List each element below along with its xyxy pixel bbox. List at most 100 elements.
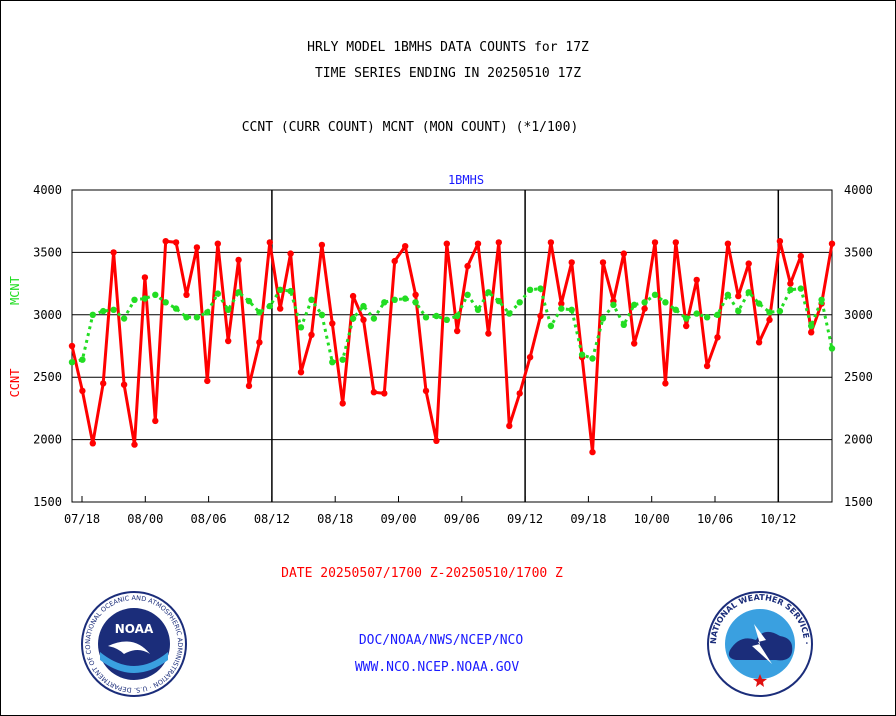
data-point-mcnt [589,355,596,362]
data-point-ccnt [79,387,86,395]
data-point-ccnt [329,320,336,327]
nws-logo: NATIONAL WEATHER SERVICE · [707,591,813,697]
data-point-mcnt [256,309,263,316]
data-point-mcnt [266,302,273,310]
org-path-label: DOC/NOAA/NWS/NCEP/NCO [358,633,524,648]
data-point-ccnt [68,342,76,350]
data-point-ccnt [683,322,690,330]
data-point-ccnt [256,339,263,346]
data-point-mcnt [339,356,346,363]
data-point-ccnt [266,239,273,246]
data-point-mcnt [287,287,294,295]
data-point-ccnt [391,257,398,265]
data-point-ccnt [162,238,169,245]
data-point-mcnt [381,299,388,306]
data-point-mcnt [204,309,211,316]
data-point-mcnt [578,351,586,358]
y-tick-label-left: 1500 [33,495,62,509]
data-point-ccnt [443,240,450,247]
data-point-mcnt [745,289,752,296]
data-point-ccnt [495,239,502,246]
data-point-ccnt [620,250,627,257]
data-point-mcnt [474,306,482,313]
data-point-ccnt [537,312,544,320]
noaa-logo: NATIONAL OCEANIC AND ATMOSPHERIC ADMINIS… [80,590,187,697]
series-line-ccnt [70,239,834,454]
data-point-ccnt [641,305,648,312]
data-point-ccnt [672,239,679,246]
data-point-mcnt [599,315,607,322]
data-point-mcnt [225,306,232,313]
data-point-ccnt [349,292,357,300]
date-range-label: DATE 20250507/1700 Z-20250510/1700 Z [281,566,563,581]
data-point-ccnt [183,291,190,298]
data-point-mcnt [349,315,357,322]
y-tick-label-left: 3000 [33,308,62,322]
data-point-mcnt [162,299,169,306]
data-point-ccnt [412,291,419,298]
data-point-mcnt [370,315,378,322]
data-point-mcnt [703,314,711,321]
data-point-mcnt [360,302,367,310]
data-point-mcnt [183,314,190,321]
data-point-mcnt [620,321,627,328]
data-point-ccnt [308,331,315,338]
chart-title-line1: HRLY MODEL 1BMHS DATA COUNTS for 17Z [307,40,589,55]
data-point-mcnt [776,307,784,315]
data-point-mcnt [329,359,336,366]
data-point-ccnt [277,305,284,312]
data-point-ccnt [225,337,232,345]
data-point-ccnt [651,239,659,246]
data-point-ccnt [547,239,555,246]
data-point-mcnt [89,311,97,318]
x-tick-label: 08/06 [191,512,227,526]
data-point-mcnt [235,289,242,296]
data-point-mcnt [610,301,617,308]
data-point-mcnt [485,289,492,296]
data-point-mcnt [495,297,502,305]
data-point-ccnt [631,340,638,347]
data-point-ccnt [599,259,607,266]
data-point-ccnt [828,240,836,247]
x-tick-label: 09/12 [507,512,543,526]
data-point-mcnt [755,300,763,307]
y-tick-label-right: 3000 [844,308,873,322]
data-point-mcnt [714,311,721,318]
data-point-mcnt [120,315,128,322]
data-point-ccnt [339,400,346,407]
data-point-mcnt [631,301,638,308]
x-tick-label: 09/06 [444,512,480,526]
data-point-ccnt [724,240,732,247]
data-point-ccnt [214,240,221,247]
data-point-mcnt [506,310,513,317]
data-point-mcnt [308,296,315,303]
data-point-ccnt [360,316,367,323]
y-tick-label-left: 2000 [33,433,62,447]
data-point-ccnt [100,380,107,387]
data-point-ccnt [422,387,430,395]
data-point-mcnt [766,309,773,316]
data-point-mcnt [672,306,679,313]
data-point-ccnt [297,369,305,376]
data-point-mcnt [693,310,700,317]
data-point-mcnt [787,286,794,293]
data-point-mcnt [526,286,534,293]
y-tick-label-right: 2000 [844,433,873,447]
data-point-ccnt [193,244,201,251]
x-tick-label: 09/00 [380,512,416,526]
data-point-ccnt [172,239,180,246]
website-label: WWW.NCO.NCEP.NOAA.GOV [354,660,520,675]
data-point-mcnt [110,306,117,313]
data-point-ccnt [735,292,742,300]
data-point-mcnt [724,291,732,298]
data-point-mcnt [641,299,648,306]
data-point-ccnt [464,262,471,270]
data-point-ccnt [131,441,138,448]
y-tick-label-left: 3500 [33,245,62,259]
data-point-ccnt [516,390,523,397]
data-point-mcnt [651,291,659,298]
data-point-ccnt [120,381,128,388]
data-point-ccnt [245,382,253,390]
data-point-mcnt [797,285,804,292]
